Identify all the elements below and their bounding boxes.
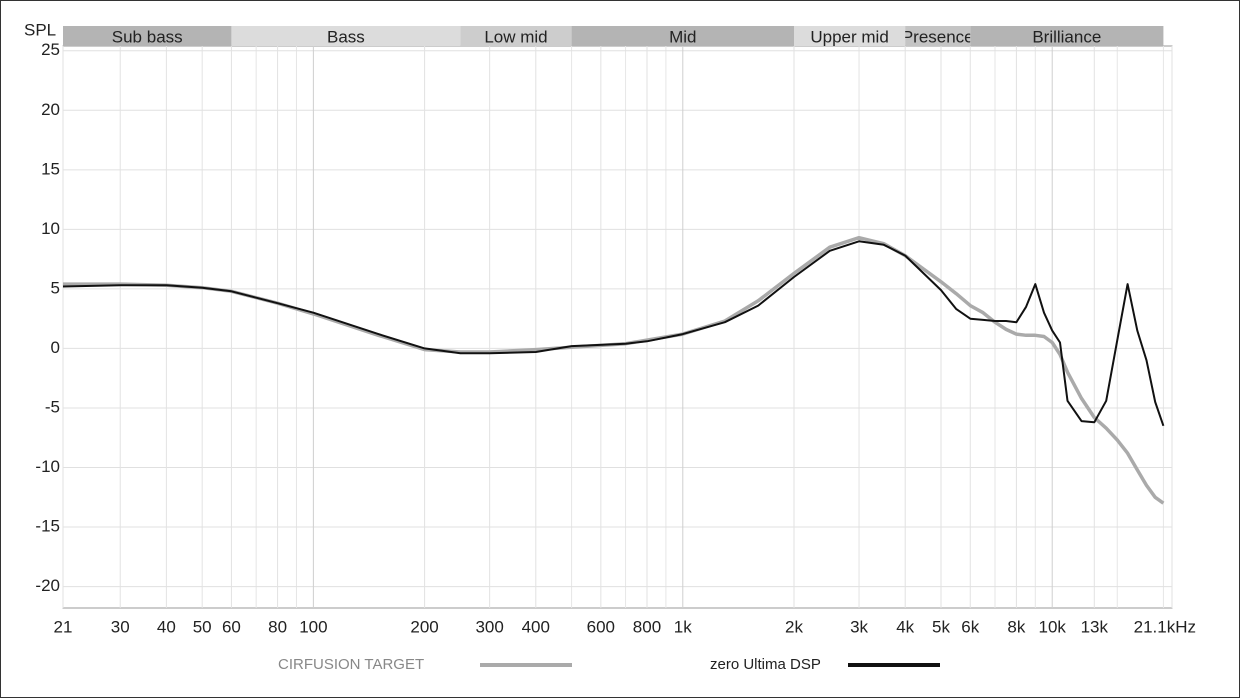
x-tick-label: 60: [222, 617, 241, 636]
x-tick-label: 30: [111, 617, 130, 636]
band: [63, 26, 232, 46]
band: [231, 26, 461, 46]
y-axis-label: SPL: [24, 20, 56, 39]
band: [905, 26, 971, 46]
x-tick-label: 8k: [1007, 617, 1025, 636]
y-tick-label: 25: [41, 40, 60, 59]
x-tick-label: 6k: [961, 617, 979, 636]
x-tick-label: 21: [54, 617, 73, 636]
y-tick-label: -10: [35, 457, 60, 476]
band-label: Mid: [669, 27, 696, 46]
x-tick-label: 300: [475, 617, 503, 636]
x-tick-label: 100: [299, 617, 327, 636]
x-tick-label: 4k: [896, 617, 914, 636]
band: [970, 26, 1164, 46]
x-tick-label: 600: [587, 617, 615, 636]
band: [793, 26, 906, 46]
x-tick-label: 40: [157, 617, 176, 636]
x-tick-label: 400: [522, 617, 550, 636]
x-tick-label: 21.1kHz: [1134, 617, 1196, 636]
x-tick-label: 200: [410, 617, 438, 636]
x-tick-label: 5k: [932, 617, 950, 636]
y-tick-label: 0: [51, 338, 60, 357]
y-tick-label: -5: [45, 397, 60, 416]
x-tick-label: 3k: [850, 617, 868, 636]
legend-label: zero Ultima DSP: [710, 656, 821, 673]
band-label: Bass: [327, 27, 365, 46]
plot-area: [62, 45, 1173, 609]
y-tick-label: 15: [41, 159, 60, 178]
x-tick-label: 80: [268, 617, 287, 636]
x-tick-label: 2k: [785, 617, 803, 636]
y-tick-label: 10: [41, 219, 60, 238]
y-tick-label: 5: [51, 278, 60, 297]
band-label: Presence: [902, 27, 974, 46]
legend-label: CIRFUSION TARGET: [278, 656, 424, 673]
x-tick-label: 10k: [1038, 617, 1066, 636]
band-label: Low mid: [484, 27, 547, 46]
series-line: [62, 240, 1165, 427]
band-label: Upper mid: [810, 27, 888, 46]
band-label: Sub bass: [112, 27, 183, 46]
band: [571, 26, 794, 46]
x-tick-label: 13k: [1081, 617, 1109, 636]
y-tick-label: -20: [35, 576, 60, 595]
x-tick-label: 1k: [674, 617, 692, 636]
y-tick-label: 20: [41, 100, 60, 119]
band: [460, 26, 572, 46]
x-tick-label: 50: [193, 617, 212, 636]
x-tick-label: 800: [633, 617, 661, 636]
band-label: Brilliance: [1032, 27, 1101, 46]
y-tick-label: -15: [35, 517, 60, 536]
